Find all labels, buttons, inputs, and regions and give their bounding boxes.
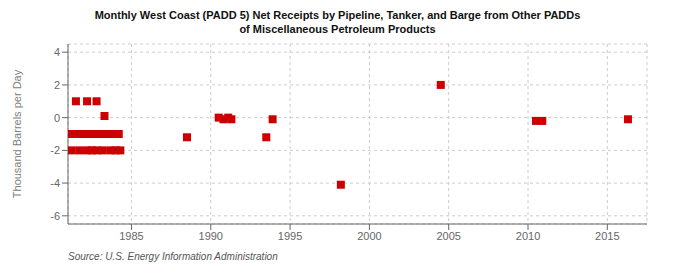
svg-text:2: 2 — [54, 79, 60, 91]
svg-text:4: 4 — [54, 46, 60, 58]
svg-text:-4: -4 — [50, 177, 60, 189]
svg-text:0: 0 — [54, 112, 60, 124]
svg-text:2005: 2005 — [436, 230, 460, 242]
svg-text:1985: 1985 — [119, 230, 143, 242]
svg-text:Thousand Barrels per Day: Thousand Barrels per Day — [11, 69, 23, 198]
svg-text:2000: 2000 — [357, 230, 381, 242]
svg-text:-2: -2 — [50, 144, 60, 156]
html-text:Source: U.S. Energy Informatio: Source: U.S. Energy Information Administ… — [68, 251, 278, 262]
svg-text:1990: 1990 — [199, 230, 223, 242]
html-text:Monthly West Coast (PADD 5) Ne: Monthly West Coast (PADD 5) Net Receipts… — [94, 9, 581, 35]
svg-text:2015: 2015 — [595, 230, 619, 242]
svg-text:2010: 2010 — [516, 230, 540, 242]
svg-text:1995: 1995 — [278, 230, 302, 242]
svg-text:-6: -6 — [50, 210, 60, 222]
